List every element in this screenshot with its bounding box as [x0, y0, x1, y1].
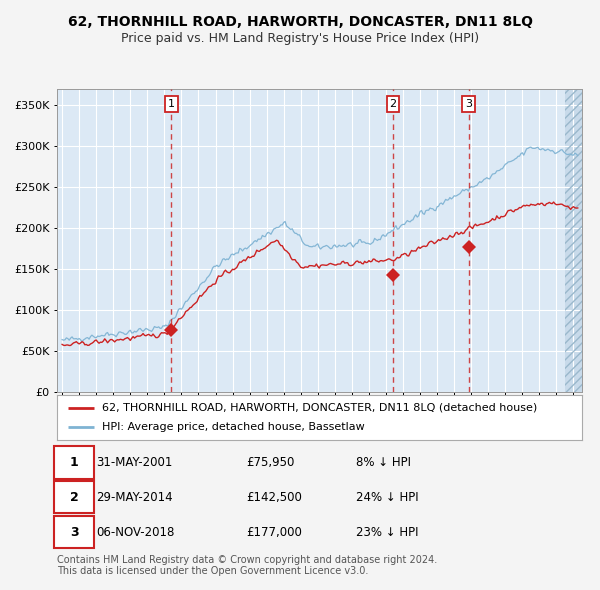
Text: £142,500: £142,500: [246, 490, 302, 504]
Text: 2: 2: [389, 99, 397, 109]
FancyBboxPatch shape: [55, 446, 94, 478]
Text: 8% ↓ HPI: 8% ↓ HPI: [356, 455, 411, 468]
Text: 24% ↓ HPI: 24% ↓ HPI: [356, 490, 419, 504]
FancyBboxPatch shape: [55, 481, 94, 513]
Text: 29-MAY-2014: 29-MAY-2014: [97, 490, 173, 504]
Text: 62, THORNHILL ROAD, HARWORTH, DONCASTER, DN11 8LQ (detached house): 62, THORNHILL ROAD, HARWORTH, DONCASTER,…: [101, 403, 537, 412]
Text: HPI: Average price, detached house, Bassetlaw: HPI: Average price, detached house, Bass…: [101, 422, 364, 432]
Text: 23% ↓ HPI: 23% ↓ HPI: [356, 526, 419, 539]
Text: 62, THORNHILL ROAD, HARWORTH, DONCASTER, DN11 8LQ: 62, THORNHILL ROAD, HARWORTH, DONCASTER,…: [67, 15, 533, 29]
FancyBboxPatch shape: [55, 516, 94, 548]
Text: 06-NOV-2018: 06-NOV-2018: [97, 526, 175, 539]
Text: 3: 3: [70, 526, 79, 539]
Text: Price paid vs. HM Land Registry's House Price Index (HPI): Price paid vs. HM Land Registry's House …: [121, 32, 479, 45]
Text: 3: 3: [465, 99, 472, 109]
Text: £75,950: £75,950: [246, 455, 295, 468]
Text: Contains HM Land Registry data © Crown copyright and database right 2024.
This d: Contains HM Land Registry data © Crown c…: [57, 555, 437, 576]
Text: 2: 2: [70, 490, 79, 504]
Text: £177,000: £177,000: [246, 526, 302, 539]
Text: 1: 1: [70, 455, 79, 468]
Text: 31-MAY-2001: 31-MAY-2001: [97, 455, 173, 468]
Text: 1: 1: [168, 99, 175, 109]
